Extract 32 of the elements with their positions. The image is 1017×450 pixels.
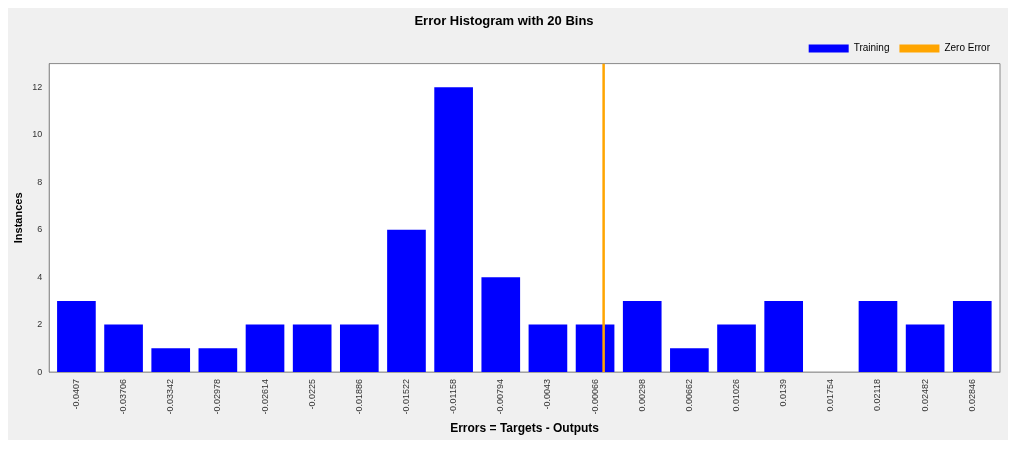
x-tick-label: -0.01158 <box>448 379 459 414</box>
x-tick-label: -0.01886 <box>353 379 364 415</box>
legend-label: Zero Error <box>944 42 991 54</box>
legend-label: Training <box>853 42 890 54</box>
x-tick-label: -0.03342 <box>165 379 176 415</box>
x-tick-label: 0.01754 <box>825 379 836 412</box>
x-tick-label: 0.02482 <box>919 379 930 412</box>
y-axis-title: Instances <box>11 192 24 244</box>
x-tick-label: 0.02118 <box>872 379 883 411</box>
y-tick-label: 4 <box>37 271 43 282</box>
x-tick-label: 0.00298 <box>636 379 647 412</box>
x-tick-label: -0.00794 <box>495 379 506 415</box>
x-tick-label: 0.01026 <box>731 379 742 412</box>
x-tick-label: 0.0139 <box>778 379 789 407</box>
x-tick-label: -0.01522 <box>400 379 411 415</box>
y-tick-label: 8 <box>37 176 43 187</box>
y-tick-label: 2 <box>37 319 43 330</box>
y-tick-label: 0 <box>37 366 43 377</box>
x-axis-title: Errors = Targets - Outputs <box>450 421 600 436</box>
x-tick-label: -0.0225 <box>306 379 317 410</box>
x-tick-label: -0.0043 <box>542 379 553 410</box>
y-tick-label: 6 <box>37 224 43 235</box>
y-tick-label: 10 <box>32 129 43 140</box>
x-tick-label: -0.00066 <box>589 379 600 415</box>
x-tick-label: -0.0407 <box>70 379 81 410</box>
x-tick-label: 0.00662 <box>683 379 694 412</box>
y-tick-label: 12 <box>32 81 43 92</box>
x-tick-label: 0.02846 <box>966 379 977 412</box>
x-tick-label: -0.03706 <box>118 379 129 415</box>
x-tick-label: -0.02614 <box>259 379 270 415</box>
chart-title: Error Histogram with 20 Bins <box>414 13 594 29</box>
x-tick-label: -0.02978 <box>212 379 223 415</box>
